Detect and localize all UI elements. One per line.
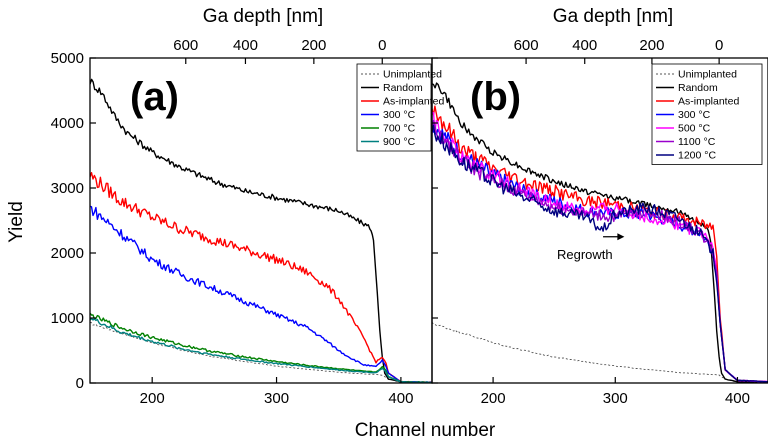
series-line-a-2 xyxy=(90,171,432,383)
y-tick-label-4: 4000 xyxy=(51,115,84,132)
panel-b-frame xyxy=(431,57,768,384)
y-tick-label-0: 0 xyxy=(76,375,84,392)
top-axis-title-b: Ga depth [nm] xyxy=(553,6,673,27)
panel-b: 200 300 400 600 400 200 0 (b) UnimplantedRando… xyxy=(431,37,768,407)
top-tick-label-a-0: 600 xyxy=(173,37,198,54)
series-line-a-5 xyxy=(90,318,432,383)
x-tick-label-b-0: 200 xyxy=(481,390,506,407)
legend-label-b-2: As-implanted xyxy=(678,96,739,108)
series-line-b-2 xyxy=(432,105,768,383)
x-tick-label-a-0: 200 xyxy=(140,390,165,407)
y-axis-title: Yield xyxy=(6,201,27,243)
panel-b-curves xyxy=(432,82,768,383)
legend-label-b-5: 1100 °C xyxy=(678,136,716,148)
panel-label-b: (b) xyxy=(470,75,521,119)
legend-label-a-4: 700 °C xyxy=(383,123,416,135)
x-tick-label-a-2: 400 xyxy=(388,390,413,407)
series-line-a-3 xyxy=(90,205,432,383)
legend-label-a-1: Random xyxy=(383,82,423,94)
x-tick-label-b-2: 400 xyxy=(725,390,750,407)
series-line-b-0 xyxy=(432,321,768,383)
top-tick-label-b-1: 400 xyxy=(572,37,597,54)
regrowth-arrowhead xyxy=(617,233,625,241)
series-line-b-5 xyxy=(432,119,768,383)
panel-a-curves xyxy=(90,78,432,383)
top-tick-label-a-3: 0 xyxy=(378,37,386,54)
legend-label-b-6: 1200 °C xyxy=(678,150,716,162)
x-axis-title: Channel number xyxy=(355,420,496,441)
top-axis-title-a: Ga depth [nm] xyxy=(203,6,323,27)
x-tick-label-a-1: 300 xyxy=(264,390,289,407)
legend-label-a-2: As-implanted xyxy=(383,96,444,108)
legend-label-b-3: 300 °C xyxy=(678,109,711,121)
series-line-a-4 xyxy=(90,312,432,383)
legend-label-b-0: Unimplanted xyxy=(678,69,737,81)
top-tick-label-b-2: 200 xyxy=(639,37,664,54)
legend-label-a-5: 900 °C xyxy=(383,136,416,148)
panel-b-ticks: 200 300 400 600 400 200 0 xyxy=(432,37,750,407)
y-tick-label-2: 2000 xyxy=(51,245,84,262)
series-line-a-1 xyxy=(90,78,432,383)
legend-box-a xyxy=(356,63,432,152)
series-line-a-0 xyxy=(90,321,432,383)
legend-label-a-0: Unimplanted xyxy=(383,69,442,81)
regrowth-annotation: Regrowth xyxy=(557,233,625,262)
legend-label-a-3: 300 °C xyxy=(383,109,416,121)
legend-label-b-1: Random xyxy=(678,82,718,94)
y-tick-label-5: 5000 xyxy=(51,50,84,67)
regrowth-label: Regrowth xyxy=(557,247,613,262)
top-tick-label-a-2: 200 xyxy=(301,37,326,54)
series-line-b-1 xyxy=(432,82,768,383)
y-tick-label-3: 3000 xyxy=(51,180,84,197)
top-tick-label-b-3: 0 xyxy=(715,37,723,54)
legend-label-b-4: 500 °C xyxy=(678,123,711,135)
series-line-b-4 xyxy=(432,111,768,383)
x-tick-label-b-1: 300 xyxy=(603,390,628,407)
series-line-b-6 xyxy=(432,124,768,383)
top-tick-label-a-1: 400 xyxy=(233,37,258,54)
panel-label-a: (a) xyxy=(130,75,179,119)
y-tick-label-1: 1000 xyxy=(51,310,84,327)
top-tick-label-b-0: 600 xyxy=(514,37,539,54)
